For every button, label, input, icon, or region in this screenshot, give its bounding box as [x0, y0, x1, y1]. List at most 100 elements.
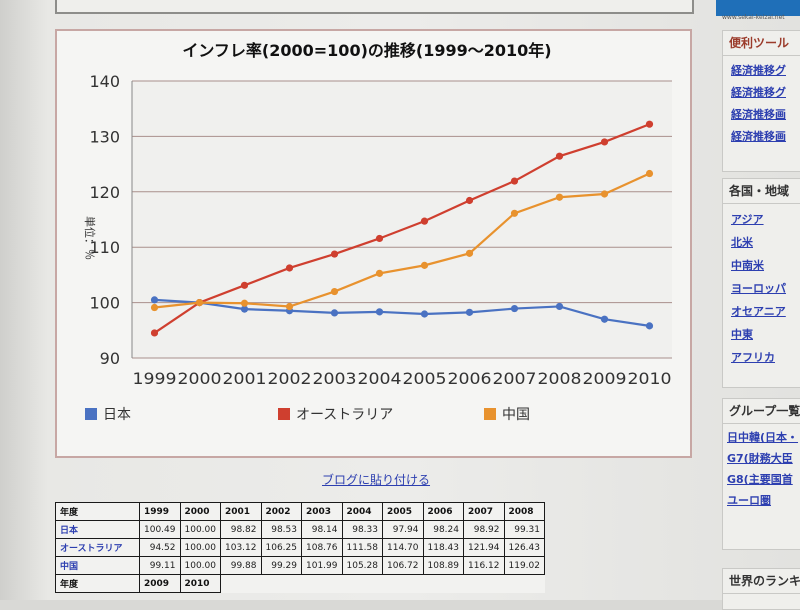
legend-label: オーストラリア [296, 407, 393, 423]
tools-title: 便利ツール [723, 31, 800, 56]
tool-link-3[interactable]: 経済推移画 [731, 108, 786, 121]
table-cell: 2004 [341, 502, 383, 521]
table-cell: 108.89 [422, 556, 464, 575]
table-row-header: 年度 [55, 574, 140, 593]
data-point [645, 120, 654, 128]
table-cell: 98.82 [220, 520, 262, 539]
top-panel [55, 0, 694, 14]
ranking-title: 世界のランキン [723, 569, 800, 594]
table-cell: 126.43 [503, 538, 545, 557]
data-point [420, 217, 429, 225]
x-tick-label: 2003 [313, 369, 357, 388]
table-cell: 2002 [260, 502, 302, 521]
data-point [330, 309, 339, 317]
regions-panel: 各国・地域 アジア 北米 中南米 ヨーロッパ オセアニア 中東 アフリカ [722, 178, 800, 388]
table-cell: 2000 [179, 502, 221, 521]
region-oceania[interactable]: オセアニア [731, 305, 786, 318]
table-cell: 2001 [220, 502, 262, 521]
region-latin-america[interactable]: 中南米 [731, 259, 764, 272]
x-tick-label: 2009 [583, 369, 627, 388]
table-cell: 2006 [422, 502, 464, 521]
table-row-header[interactable]: 中国 [55, 556, 140, 575]
y-axis-ticks: 90 100 110 120 130 140 [89, 72, 120, 368]
group-euro[interactable]: ユーロ圏 [727, 494, 771, 507]
tool-link-4[interactable]: 経済推移画 [731, 130, 786, 143]
table-cell: 2005 [382, 502, 424, 521]
y-axis-label: 単位：％ [83, 216, 97, 260]
data-point [240, 281, 249, 289]
data-point [330, 287, 339, 296]
data-point [600, 138, 609, 146]
data-point [510, 177, 519, 185]
chart-panel: インフレ率(2000=100)の推移(1999～2010年) 90 100 110 1… [55, 29, 692, 458]
table-cell: 119.02 [503, 556, 545, 575]
data-point [465, 196, 474, 205]
inflation-chart: インフレ率(2000=100)の推移(1999～2010年) 90 100 110 1… [83, 41, 672, 423]
chart-title: インフレ率(2000=100)の推移(1999～2010年) [182, 41, 551, 60]
table-cell: 103.12 [220, 538, 262, 557]
group-g8[interactable]: G8(主要国首 [727, 473, 793, 486]
series-line [154, 172, 650, 309]
legend-label: 日本 [103, 407, 131, 423]
data-point [600, 190, 609, 198]
table-cell: 98.53 [260, 520, 302, 539]
data-point [465, 249, 474, 257]
data-point [375, 234, 384, 243]
y-tick-label: 140 [89, 72, 120, 91]
series-line [154, 298, 650, 327]
groups-panel: グループ一覧 日中韓(日本・ G7(財務大臣 G8(主要国首 ユーロ圏 [722, 398, 800, 550]
table-cell: 2009 [139, 574, 181, 593]
table-cell: 105.28 [341, 556, 383, 575]
y-tick-label: 100 [89, 294, 120, 313]
data-point [645, 169, 654, 178]
data-point [150, 329, 159, 337]
table-cell: 2008 [503, 502, 545, 521]
table-cell: 94.52 [139, 538, 181, 557]
region-north-america[interactable]: 北米 [731, 236, 753, 249]
table-cell: 100.49 [139, 520, 181, 539]
table-cell: 99.31 [503, 520, 545, 539]
data-point [150, 303, 159, 312]
data-point [420, 310, 429, 318]
table-cell: 116.12 [463, 556, 505, 575]
x-tick-label: 2002 [268, 369, 312, 388]
table-row: 年度 1999 2000 2001 2002 2003 2004 2005 2006 2007 20… [55, 502, 545, 521]
table-cell: 114.70 [382, 538, 424, 557]
site-banner[interactable] [716, 0, 800, 16]
region-middle-east[interactable]: 中東 [731, 328, 753, 341]
table-cell: 2010 [179, 574, 221, 593]
regions-title: 各国・地域 [723, 179, 800, 204]
table-row: 日本 100.49 100.00 98.82 98.53 98.14 98.33 97.94 9… [55, 520, 545, 539]
legend-swatch [85, 408, 97, 420]
group-jck[interactable]: 日中韓(日本・ [727, 431, 799, 444]
group-g7[interactable]: G7(財務大臣 [727, 452, 793, 465]
table-cell: 2007 [463, 502, 505, 521]
data-point [510, 209, 519, 217]
table-cell: 97.94 [382, 520, 424, 539]
x-tick-label: 2006 [448, 369, 492, 388]
tool-link-2[interactable]: 経済推移グ [731, 86, 786, 99]
tool-link-1[interactable]: 経済推移グ [731, 64, 786, 77]
y-tick-label: 130 [89, 127, 120, 146]
table-cell: 98.33 [341, 520, 383, 539]
x-tick-label: 2004 [358, 369, 402, 388]
x-tick-label: 2010 [628, 369, 672, 388]
region-africa[interactable]: アフリカ [731, 351, 775, 364]
x-tick-label: 1999 [133, 369, 177, 388]
tools-panel: 便利ツール 経済推移グ 経済推移グ 経済推移画 経済推移画 [722, 30, 800, 172]
x-tick-label: 2007 [493, 369, 537, 388]
table-row-header: 年度 [55, 502, 140, 521]
data-point [420, 261, 429, 269]
x-axis-ticks: 1999 2000 2001 2002 2003 2004 2005 2006 2007 2008… [133, 369, 672, 388]
region-asia[interactable]: アジア [731, 213, 764, 226]
data-point [150, 296, 159, 304]
banner-url: www.sekai-keizai.net [722, 14, 785, 21]
x-tick-label: 2008 [538, 369, 582, 388]
y-tick-label: 110 [89, 238, 120, 257]
region-europe[interactable]: ヨーロッパ [731, 282, 786, 295]
groups-title: グループ一覧 [723, 399, 800, 424]
blog-embed-link[interactable]: ブログに貼り付ける [322, 473, 431, 487]
table-row-header[interactable]: 日本 [55, 520, 140, 539]
table-cell: 101.99 [301, 556, 343, 575]
table-row-header[interactable]: オーストラリア [55, 538, 140, 557]
